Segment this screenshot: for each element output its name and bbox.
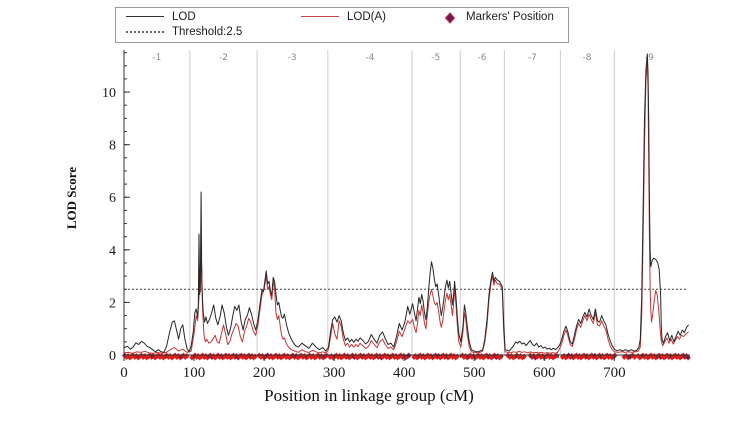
- legend-label-lod: LOD: [172, 11, 196, 23]
- loda-line-swatch-icon: [301, 16, 339, 17]
- series-line-lod: [123, 53, 689, 353]
- legend-label-loda: LOD(A): [347, 11, 386, 23]
- marker-position-diamond: [498, 353, 504, 360]
- marker-position-diamond: [310, 353, 316, 359]
- marker-position-diamond: [393, 353, 399, 359]
- x-axis-title: Position in linkage group (cM): [264, 386, 474, 405]
- marker-position-diamond: [451, 353, 457, 359]
- legend-box: LOD Threshold:2.5 LOD(A) Markers' Positi…: [115, 7, 569, 43]
- y-tick-label: 6: [109, 191, 116, 206]
- x-tick-label: 300: [323, 365, 346, 381]
- marker-position-diamond: [685, 354, 691, 361]
- threshold-line-swatch-icon: [126, 31, 164, 33]
- linkage-group-label: -1: [152, 53, 161, 63]
- linkage-group-label: -8: [583, 53, 592, 63]
- y-tick-label: 0: [109, 349, 116, 364]
- legend-label-threshold: Threshold:2.5: [172, 26, 243, 38]
- x-tick-label: 200: [253, 365, 276, 381]
- marker-position-diamond: [377, 353, 383, 359]
- marker-position-diamond: [532, 354, 539, 361]
- y-tick-label: 10: [102, 86, 116, 101]
- x-tick-label: 500: [463, 365, 486, 381]
- x-tick-label: 0: [120, 365, 128, 381]
- linkage-group-label: -3: [288, 53, 297, 63]
- marker-diamond-icon: [444, 12, 456, 24]
- legend-label-markers: Markers' Position: [466, 11, 554, 23]
- linkage-group-label: -5: [431, 53, 440, 63]
- linkage-group-label: -4: [365, 53, 374, 63]
- y-axis-title: LOD Score: [64, 166, 79, 230]
- x-tick-label: 600: [533, 365, 556, 381]
- marker-position-diamond: [301, 353, 308, 359]
- marker-position-diamond: [361, 353, 367, 359]
- linkage-group-label: -7: [528, 53, 537, 63]
- x-tick-label: 700: [603, 365, 626, 381]
- marker-position-diamond: [436, 353, 442, 359]
- linkage-group-label: -6: [477, 53, 486, 63]
- y-tick-label: 8: [109, 139, 116, 154]
- x-tick-label: 400: [393, 365, 416, 381]
- linkage-group-label: -9: [645, 53, 654, 63]
- linkage-group-label: -2: [219, 53, 228, 63]
- marker-position-diamond: [318, 353, 324, 359]
- marker-position-diamond: [428, 353, 434, 359]
- y-tick-label: 2: [109, 296, 116, 311]
- x-tick-label: 100: [183, 365, 206, 381]
- y-tick-label: 4: [109, 244, 116, 259]
- lod-line-swatch-icon: [126, 16, 164, 17]
- series-line-loda: [123, 60, 689, 354]
